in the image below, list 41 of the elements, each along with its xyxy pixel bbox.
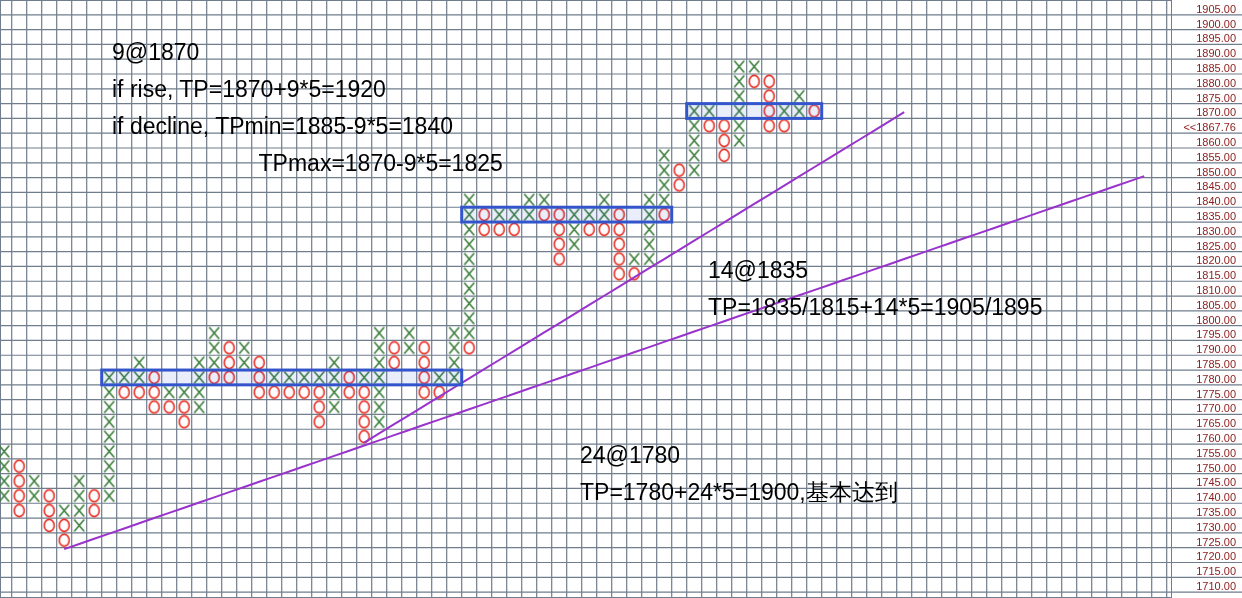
- y-tick-label: 1815.00: [1196, 269, 1236, 282]
- y-tick-label: 1760.00: [1196, 432, 1236, 445]
- y-tick-label: 1860.00: [1196, 136, 1236, 149]
- y-tick-label: 1825.00: [1196, 239, 1236, 252]
- y-tick-label: 1905.00: [1196, 2, 1236, 15]
- y-tick-label: 1755.00: [1196, 446, 1236, 459]
- y-tick-label: 1720.00: [1196, 550, 1236, 563]
- y-tick-label: 1800.00: [1196, 313, 1236, 326]
- annotation: 9@1870 if rise, TP=1870+9*5=1920 if decline, TPmin=1885-9*5=1840 TPmax=1870-9*5=1825: [112, 39, 503, 176]
- y-tick-label: 1890.00: [1196, 47, 1236, 60]
- y-tick-label: 1810.00: [1196, 284, 1236, 297]
- y-tick-label: <<1867.76: [1183, 121, 1236, 134]
- y-tick-label: 1790.00: [1196, 343, 1236, 356]
- y-tick-label: 1765.00: [1196, 417, 1236, 430]
- y-tick-label: 1785.00: [1196, 358, 1236, 371]
- y-tick-label: 1875.00: [1196, 91, 1236, 104]
- y-tick-label: 1805.00: [1196, 298, 1236, 311]
- y-tick-label: 1840.00: [1196, 195, 1236, 208]
- y-tick-label: 1895.00: [1196, 32, 1236, 45]
- y-tick-label: 1745.00: [1196, 476, 1236, 489]
- y-tick-label: 1850.00: [1196, 165, 1236, 178]
- y-tick-label: 1900.00: [1196, 17, 1236, 30]
- y-tick-label: 1885.00: [1196, 62, 1236, 75]
- y-tick-label: 1770.00: [1196, 402, 1236, 415]
- y-tick-label: 1730.00: [1196, 520, 1236, 533]
- y-tick-label: 1740.00: [1196, 491, 1236, 504]
- y-tick-label: 1855.00: [1196, 150, 1236, 163]
- y-tick-label: 1710.00: [1196, 580, 1236, 593]
- y-tick-label: 1775.00: [1196, 387, 1236, 400]
- y-tick-label: 1830.00: [1196, 224, 1236, 237]
- y-tick-label: 1880.00: [1196, 76, 1236, 89]
- y-tick-label: 1735.00: [1196, 506, 1236, 519]
- y-tick-label: 1845.00: [1196, 180, 1236, 193]
- y-tick-label: 1715.00: [1196, 565, 1236, 578]
- y-tick-label: 1870.00: [1196, 106, 1236, 119]
- y-tick-label: 1780.00: [1196, 372, 1236, 385]
- y-tick-label: 1750.00: [1196, 461, 1236, 474]
- y-tick-label: 1795.00: [1196, 328, 1236, 341]
- y-tick-label: 1835.00: [1196, 210, 1236, 223]
- y-tick-label: 1820.00: [1196, 254, 1236, 267]
- y-tick-label: 1725.00: [1196, 535, 1236, 548]
